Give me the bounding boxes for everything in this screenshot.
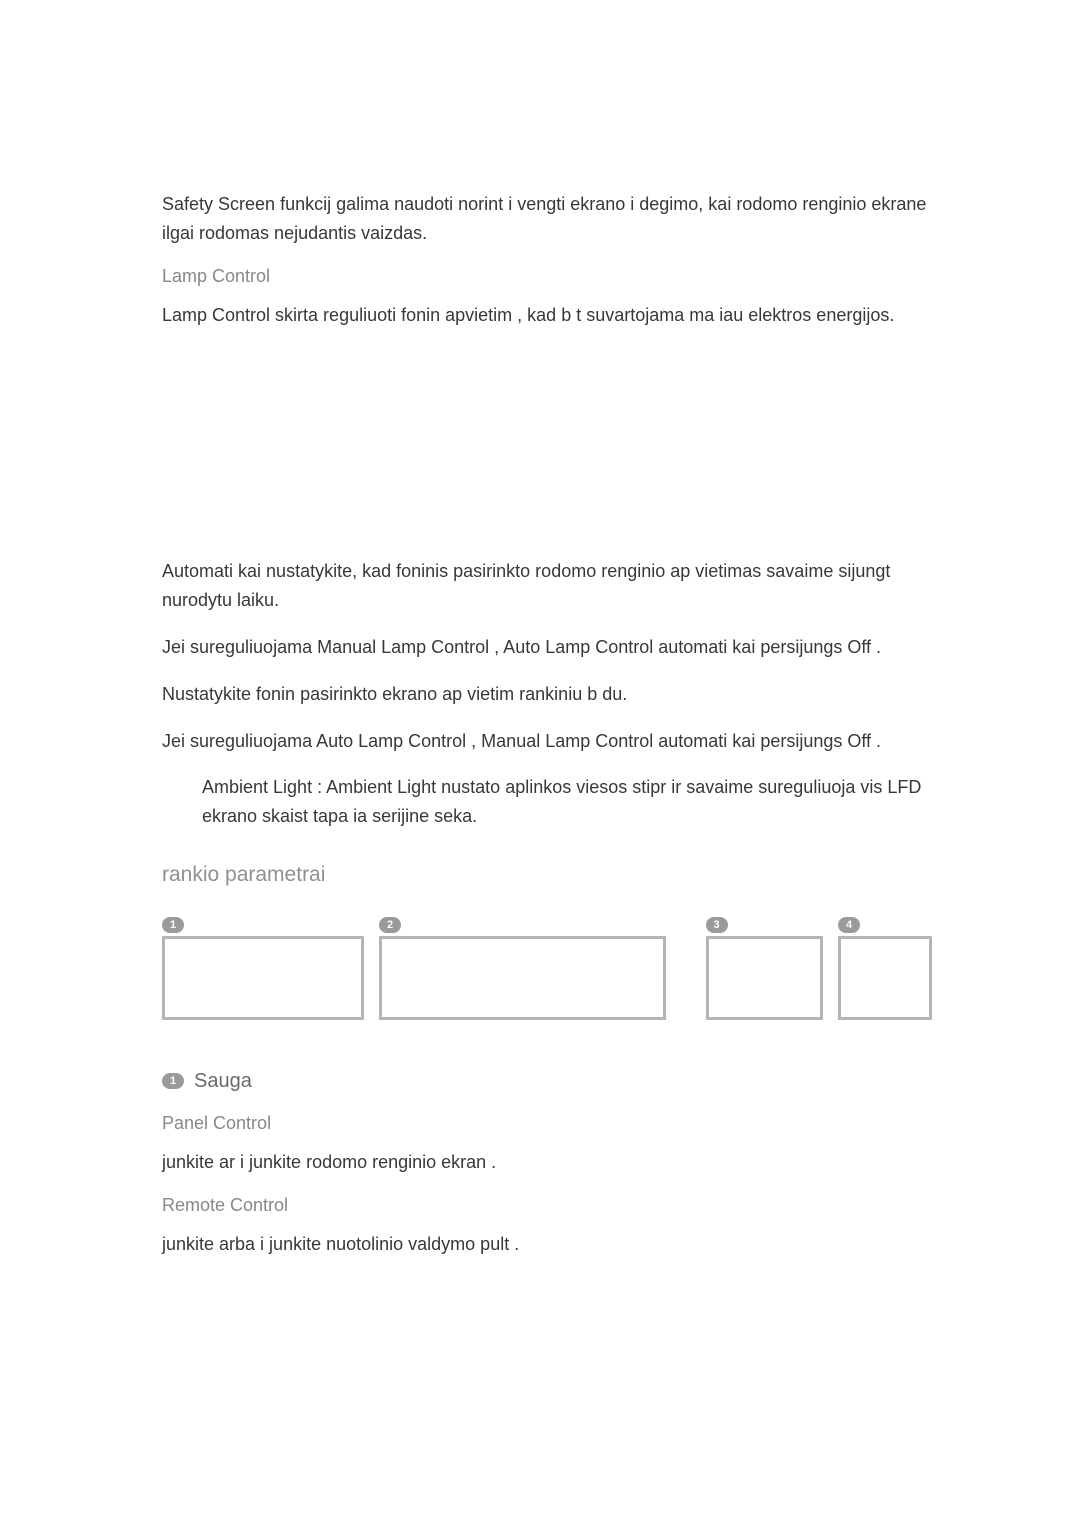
lamp-control-desc: Lamp Control skirta reguliuoti fonin apv… xyxy=(162,301,940,330)
param-box-badge: 4 xyxy=(838,917,860,933)
param-box-col: 1 xyxy=(162,917,364,1020)
remote-control-heading: Remote Control xyxy=(162,1195,940,1216)
param-box-col: 2 xyxy=(379,917,666,1020)
param-box xyxy=(706,936,823,1020)
param-boxes-row: 1 2 3 4 xyxy=(162,917,932,1020)
param-box xyxy=(162,936,364,1020)
safety-screen-text: Safety Screen funkcij galima naudoti nor… xyxy=(162,190,940,248)
lamp-control-heading: Lamp Control xyxy=(162,266,940,287)
panel-control-heading: Panel Control xyxy=(162,1113,940,1134)
section-1-header: 1 Sauga xyxy=(162,1070,940,1093)
section-1-badge: 1 xyxy=(162,1073,184,1089)
param-box xyxy=(838,936,932,1020)
param-box-col: 4 xyxy=(838,917,932,1020)
auto-lamp-p4: Jei sureguliuojama Auto Lamp Control , M… xyxy=(162,727,940,756)
param-box-badge: 2 xyxy=(379,917,401,933)
section-1-title: Sauga xyxy=(194,1070,252,1093)
param-box-badge: 1 xyxy=(162,917,184,933)
param-box xyxy=(379,936,666,1020)
panel-control-desc: junkite ar i junkite rodomo renginio ekr… xyxy=(162,1148,940,1177)
remote-control-desc: junkite arba i junkite nuotolinio valdym… xyxy=(162,1230,940,1259)
auto-lamp-p2: Jei sureguliuojama Manual Lamp Control ,… xyxy=(162,633,940,662)
tool-params-title: rankio parametrai xyxy=(162,863,940,887)
param-box-badge: 3 xyxy=(706,917,728,933)
auto-lamp-p1: Automati kai nustatykite, kad foninis pa… xyxy=(162,557,940,615)
param-box-col: 3 xyxy=(706,917,823,1020)
auto-lamp-p3: Nustatykite fonin pasirinkto ekrano ap v… xyxy=(162,680,940,709)
ambient-light-text: Ambient Light : Ambient Light nustato ap… xyxy=(162,773,940,831)
